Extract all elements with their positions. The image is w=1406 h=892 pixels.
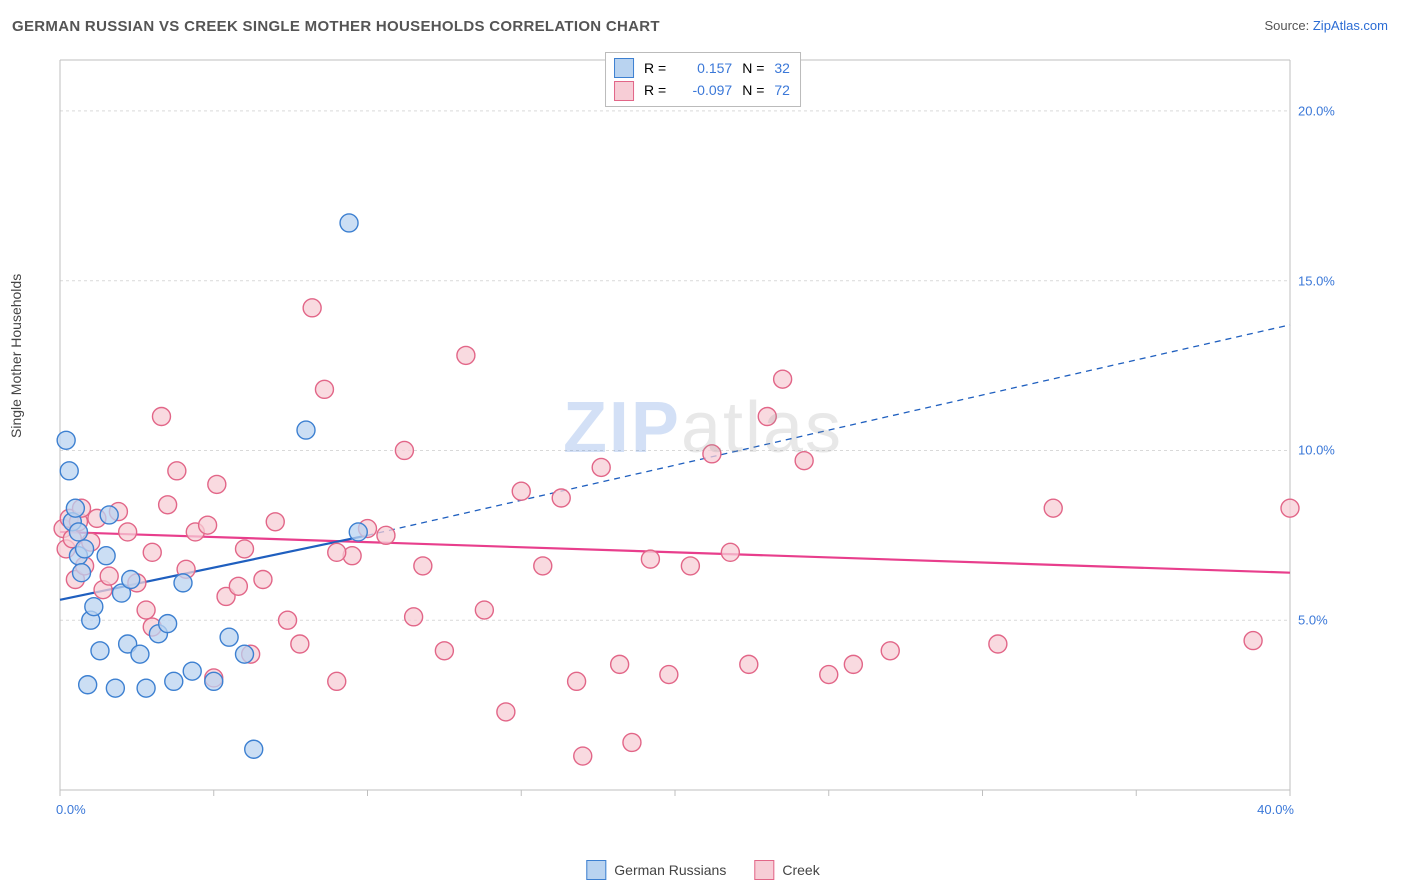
tick-label: 0.0%	[56, 802, 86, 817]
n-value-creek: 72	[774, 79, 790, 101]
source-label: Source: ZipAtlas.com	[1264, 18, 1388, 33]
source-link[interactable]: ZipAtlas.com	[1313, 18, 1388, 33]
r-label: R =	[644, 57, 666, 79]
source-prefix: Source:	[1264, 18, 1312, 33]
tick-label: 20.0%	[1298, 103, 1335, 118]
swatch-creek	[614, 81, 634, 101]
tick-label: 40.0%	[1257, 802, 1294, 817]
swatch-creek	[754, 860, 774, 880]
legend-item-german-russians: German Russians	[586, 860, 726, 880]
swatch-german-russians	[586, 860, 606, 880]
legend-row-creek: R = -0.097 N = 72	[614, 79, 790, 101]
scatter-plot	[50, 50, 1350, 820]
r-value-creek: -0.097	[676, 79, 732, 101]
r-label: R =	[644, 79, 666, 101]
legend-item-creek: Creek	[754, 860, 819, 880]
r-value-german-russians: 0.157	[676, 57, 732, 79]
y-axis-label: Single Mother Households	[8, 274, 24, 438]
tick-label: 15.0%	[1298, 273, 1335, 288]
n-label: N =	[742, 57, 764, 79]
tick-label: 5.0%	[1298, 613, 1328, 628]
n-value-german-russians: 32	[774, 57, 790, 79]
chart-title: GERMAN RUSSIAN VS CREEK SINGLE MOTHER HO…	[12, 18, 660, 35]
legend-label-creek: Creek	[782, 862, 819, 878]
correlation-legend: R = 0.157 N = 32 R = -0.097 N = 72	[605, 52, 801, 107]
chart-container: GERMAN RUSSIAN VS CREEK SINGLE MOTHER HO…	[0, 0, 1406, 892]
swatch-german-russians	[614, 58, 634, 78]
legend-row-german-russians: R = 0.157 N = 32	[614, 57, 790, 79]
n-label: N =	[742, 79, 764, 101]
tick-label: 10.0%	[1298, 443, 1335, 458]
series-legend: German Russians Creek	[586, 860, 819, 880]
legend-label-german-russians: German Russians	[614, 862, 726, 878]
